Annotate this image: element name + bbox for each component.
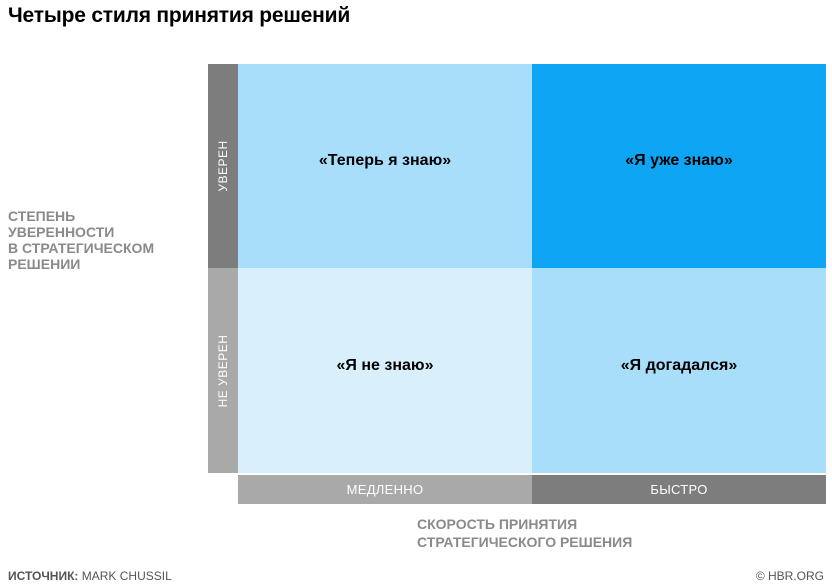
x-axis-title-line: СКОРОСТЬ ПРИНЯТИЯ	[417, 516, 578, 532]
page-title: Четыре стиля принятия решений	[8, 4, 351, 27]
credit-note: © HBR.ORG	[755, 569, 824, 583]
source-name: MARK CHUSSIL	[78, 569, 172, 583]
y-label-confident-text: УВЕРЕН	[216, 140, 230, 192]
x-label-slow: МЕДЛЕННО	[238, 475, 532, 504]
y-label-confident: УВЕРЕН	[208, 64, 238, 268]
x-axis-title: СКОРОСТЬ ПРИНЯТИЯ СТРАТЕГИЧЕСКОГО РЕШЕНИ…	[417, 515, 632, 551]
y-label-not-confident: НЕ УВЕРЕН	[208, 268, 238, 473]
y-axis-title-line: РЕШЕНИИ	[8, 256, 81, 272]
quadrant-bottom-right: «Я догадался»	[532, 268, 826, 473]
quadrant-top-left-label: «Теперь я знаю»	[318, 152, 452, 169]
x-label-fast: БЫСТРО	[532, 475, 826, 504]
source-note: ИСТОЧНИК: MARK CHUSSIL	[8, 569, 172, 583]
source-label: ИСТОЧНИК:	[8, 569, 79, 583]
quadrant-top-right-label: «Я уже знаю»	[625, 152, 733, 169]
quadrant-bottom-right-label: «Я догадался»	[620, 356, 738, 374]
quadrant-bottom-left-label: «Я не знаю»	[336, 356, 434, 374]
quadrant-top-right: «Я уже знаю»	[532, 64, 826, 268]
y-axis-title-line: УВЕРЕННОСТИ	[8, 224, 115, 240]
y-axis-title-line: СТЕПЕНЬ	[8, 208, 76, 224]
y-axis-title: СТЕПЕНЬ УВЕРЕННОСТИ В СТРАТЕГИЧЕСКОМ РЕШ…	[8, 208, 198, 272]
quadrant-top-left: «Теперь я знаю»	[238, 64, 532, 268]
y-axis-title-line: В СТРАТЕГИЧЕСКОМ	[8, 240, 155, 256]
x-axis-title-line: СТРАТЕГИЧЕСКОГО РЕШЕНИЯ	[417, 534, 633, 550]
y-label-not-confident-text: НЕ УВЕРЕН	[216, 334, 230, 407]
quadrant-bottom-left: «Я не знаю»	[238, 268, 532, 473]
